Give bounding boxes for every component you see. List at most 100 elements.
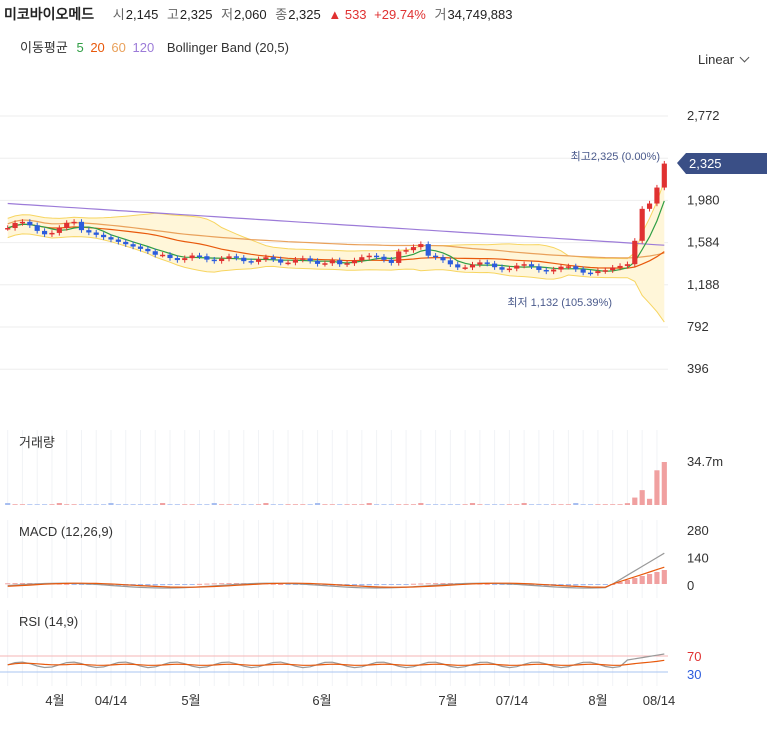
- x-axis-label: 4월: [45, 693, 64, 708]
- candle-body: [123, 241, 129, 245]
- macd-histogram-bar: [270, 583, 276, 585]
- macd-histogram-bar: [78, 584, 85, 585]
- rsi-panel-title: RSI (14,9): [19, 614, 79, 629]
- candle-body: [455, 264, 461, 268]
- candle-body: [492, 263, 498, 268]
- macd-histogram-bar: [71, 584, 77, 585]
- last-price-label: 2,325: [689, 156, 722, 171]
- candles[interactable]: [5, 160, 667, 276]
- rsi-70-label: 70: [687, 649, 701, 664]
- volume-bar: [174, 504, 180, 505]
- candle-body: [285, 262, 291, 265]
- volume-bar: [646, 498, 653, 505]
- ma5-legend[interactable]: 5: [76, 40, 84, 55]
- ma20-legend[interactable]: 20: [90, 40, 105, 55]
- volume-bar: [344, 504, 350, 505]
- macd-histogram-bar: [499, 584, 505, 585]
- bollinger-fill: [7, 181, 665, 323]
- ma60-line: [7, 219, 665, 259]
- ma20-line: [7, 223, 665, 269]
- scale-label: Linear: [698, 52, 735, 67]
- candle-body: [514, 265, 520, 269]
- candle-body: [646, 203, 653, 209]
- rsi-30-label: 30: [687, 667, 701, 682]
- change-value: ▲ 533: [328, 7, 367, 22]
- volume-bar: [587, 504, 594, 505]
- volume-bar: [49, 504, 55, 505]
- macd-histogram-bar: [595, 584, 601, 585]
- macd-histogram-bar: [145, 584, 151, 586]
- macd-tick-label: 140: [687, 551, 709, 566]
- volume-bar: [255, 504, 262, 505]
- candle-body: [337, 260, 343, 265]
- volume-bar: [233, 504, 239, 505]
- volume-bar: [27, 504, 33, 505]
- macd-histogram-bar: [211, 583, 217, 585]
- ma120-legend[interactable]: 120: [132, 40, 155, 55]
- volume-bar: [359, 504, 365, 505]
- bollinger-legend[interactable]: Bollinger Band (20,5): [166, 40, 289, 55]
- candle-body: [27, 221, 33, 226]
- volume-bar: [322, 504, 328, 505]
- change-pct: +29.74%: [374, 7, 426, 22]
- candle-body: [624, 264, 631, 266]
- indicator-legend: 이동평균 5 20 60 120 Bollinger Band (20,5): [20, 37, 294, 56]
- volume-bar: [64, 504, 70, 505]
- candle-body: [425, 244, 431, 256]
- candle-body: [130, 244, 136, 247]
- x-axis-label: 7월: [438, 693, 457, 708]
- candle-body: [462, 267, 468, 269]
- candle-body: [211, 259, 217, 262]
- macd-histogram-bar: [366, 584, 372, 586]
- volume-bar: [484, 504, 490, 505]
- volume-bar: [86, 504, 92, 505]
- macd-histogram-bar: [137, 584, 144, 586]
- candle-body: [477, 262, 483, 265]
- candle-body: [359, 257, 365, 261]
- candle-body: [219, 258, 225, 262]
- candle-body: [19, 221, 26, 224]
- volume-bar: [654, 470, 660, 505]
- macd-histogram-bar: [5, 583, 11, 585]
- volume-bar: [499, 504, 505, 505]
- volume-bar: [204, 504, 210, 505]
- volume-bar: [241, 504, 247, 505]
- ma120-line: [7, 202, 665, 246]
- macd-histogram-bar: [285, 584, 291, 585]
- macd-histogram-bar: [381, 584, 387, 585]
- macd-histogram-bar: [278, 583, 284, 585]
- volume-value: 34,749,883: [447, 7, 513, 22]
- candle-body: [278, 259, 284, 263]
- volume-bar: [189, 504, 195, 505]
- candle-body: [536, 266, 542, 270]
- volume-label: 거: [434, 7, 447, 22]
- macd-histogram-bar: [196, 583, 203, 585]
- candle-body: [410, 247, 417, 251]
- open-value: 2,145: [125, 7, 159, 22]
- candle-body: [115, 239, 121, 242]
- stock-name: 미코바이오메드: [4, 6, 95, 22]
- candle-body: [344, 263, 350, 265]
- volume-bar: [196, 504, 203, 505]
- candle-body: [351, 260, 358, 264]
- x-axis-label: 5월: [181, 693, 200, 708]
- volume-bar: [595, 504, 601, 505]
- macd-histogram-bar: [373, 584, 380, 586]
- macd-histogram-bar: [226, 583, 232, 585]
- volume-bar: [226, 504, 232, 505]
- volume-bar: [152, 504, 158, 505]
- candle-body: [101, 234, 107, 238]
- volume-bar: [632, 497, 638, 505]
- candle-body: [602, 270, 608, 272]
- candle-body: [108, 237, 114, 240]
- volume-bar: [167, 504, 173, 505]
- candle-body: [5, 228, 11, 230]
- ma5-line: [7, 200, 665, 272]
- rsi-signal-line: [7, 659, 665, 666]
- scale-dropdown[interactable]: Linear: [698, 52, 750, 67]
- bollinger-upper: [7, 180, 665, 260]
- ma60-legend[interactable]: 60: [111, 40, 126, 55]
- volume-bar: [396, 504, 402, 505]
- volume-bar: [219, 504, 225, 505]
